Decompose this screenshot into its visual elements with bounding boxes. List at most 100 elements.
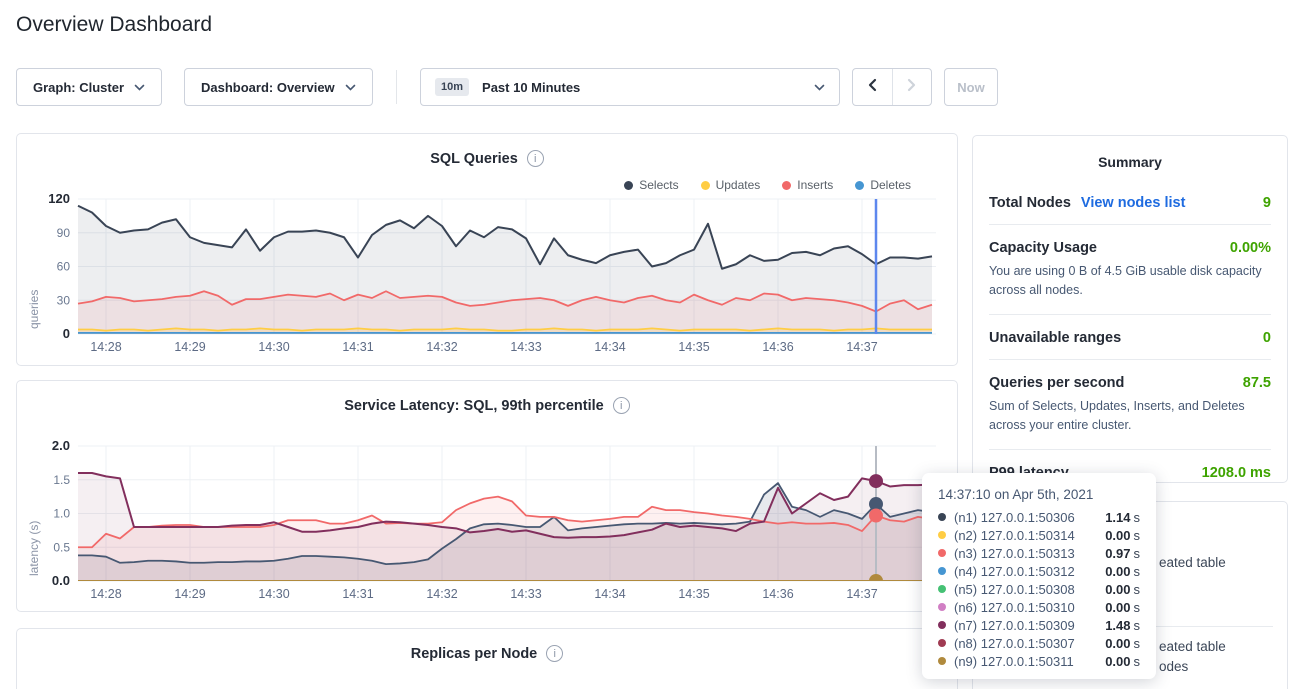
node-color-dot-icon — [938, 585, 946, 593]
svg-text:30: 30 — [57, 293, 71, 307]
svg-text:14:35: 14:35 — [678, 340, 709, 354]
summary-row-value: 0 — [1263, 330, 1271, 346]
time-step-buttons — [852, 68, 932, 106]
svg-text:14:34: 14:34 — [594, 587, 625, 601]
service-latency-chart-card: Service Latency: SQL, 99th percentile la… — [16, 380, 958, 612]
chevron-right-icon — [906, 78, 917, 97]
tooltip-node-unit: s — [1134, 564, 1141, 579]
svg-text:14:29: 14:29 — [174, 340, 205, 354]
tooltip-node-value: 0.00 — [1105, 654, 1130, 669]
tooltip-row: (n5) 127.0.0.1:50308 0.00 s — [938, 580, 1140, 598]
view-nodes-list-link[interactable]: View nodes list — [1081, 195, 1186, 211]
svg-text:14:30: 14:30 — [258, 587, 289, 601]
svg-text:1.5: 1.5 — [53, 473, 70, 487]
dashboard-dropdown-label: Dashboard: Overview — [201, 80, 335, 95]
svg-text:60: 60 — [57, 260, 71, 274]
svg-text:14:36: 14:36 — [762, 340, 793, 354]
next-time-button[interactable] — [892, 69, 931, 105]
tooltip-node-value: 0.00 — [1105, 600, 1130, 615]
tooltip-node-value: 0.00 — [1105, 582, 1130, 597]
tooltip-node-label: (n5) 127.0.0.1:50308 — [954, 582, 1075, 597]
tooltip-node-label: (n7) 127.0.0.1:50309 — [954, 618, 1075, 633]
summary-row-unavailable-ranges: Unavailable ranges 0 — [989, 315, 1271, 360]
node-color-dot-icon — [938, 531, 946, 539]
svg-text:14:37: 14:37 — [846, 587, 877, 601]
summary-panel: Summary Total Nodes View nodes list 9 Ca… — [972, 135, 1288, 483]
chevron-down-icon — [814, 84, 825, 91]
svg-text:14:37: 14:37 — [846, 340, 877, 354]
sql-queries-chart-card: SQL Queries SelectsUpdatesInsertsDeletes… — [16, 133, 958, 366]
tooltip-node-label: (n6) 127.0.0.1:50310 — [954, 600, 1075, 615]
tooltip-node-unit: s — [1134, 654, 1141, 669]
tooltip-node-label: (n8) 127.0.0.1:50307 — [954, 636, 1075, 651]
tooltip-row: (n1) 127.0.0.1:503061.14s — [938, 508, 1140, 526]
tooltip-node-unit: s — [1134, 582, 1141, 597]
summary-row-description: Sum of Selects, Updates, Inserts, and De… — [989, 397, 1271, 436]
tooltip-node-value: 0.97 — [1105, 546, 1130, 561]
summary-row-value: 87.5 — [1243, 375, 1271, 391]
chart-title: Replicas per Node — [411, 646, 538, 662]
summary-row-total-nodes: Total Nodes View nodes list 9 — [989, 180, 1271, 225]
svg-text:14:32: 14:32 — [426, 587, 457, 601]
tooltip-node-value: 1.14 — [1105, 510, 1130, 525]
chevron-down-icon — [134, 84, 145, 91]
svg-text:0: 0 — [63, 326, 70, 341]
svg-text:14:28: 14:28 — [90, 340, 121, 354]
time-range-selector[interactable]: 10m Past 10 Minutes — [420, 68, 840, 106]
svg-text:90: 90 — [57, 226, 71, 240]
tooltip-node-label: (n2) 127.0.0.1:50314 — [954, 528, 1075, 543]
summary-row-label: Total Nodes — [989, 195, 1071, 211]
chevron-left-icon — [867, 78, 878, 97]
tooltip-node-label: (n3) 127.0.0.1:50313 — [954, 546, 1075, 561]
svg-text:14:28: 14:28 — [90, 587, 121, 601]
event-text-fragment: eated table — [1159, 555, 1226, 570]
tooltip-node-unit: s — [1134, 528, 1141, 543]
node-color-dot-icon — [938, 549, 946, 557]
time-range-badge: 10m — [435, 78, 469, 96]
tooltip-row: (n3) 127.0.0.1:503130.97s — [938, 544, 1140, 562]
tooltip-node-value: 0.00 — [1105, 636, 1130, 651]
node-color-dot-icon — [938, 657, 946, 665]
summary-row-value: 0.00% — [1230, 240, 1271, 256]
info-icon[interactable] — [546, 645, 563, 662]
svg-text:14:31: 14:31 — [342, 340, 373, 354]
svg-text:1.0: 1.0 — [53, 507, 70, 521]
tooltip-node-unit: s — [1134, 618, 1141, 633]
svg-text:14:29: 14:29 — [174, 587, 205, 601]
node-color-dot-icon — [938, 513, 946, 521]
graph-dropdown[interactable]: Graph: Cluster — [16, 68, 162, 106]
replicas-per-node-chart-card: Replicas per Node — [16, 628, 958, 689]
dashboard-dropdown[interactable]: Dashboard: Overview — [184, 68, 373, 106]
svg-text:120: 120 — [48, 191, 70, 206]
event-text-fragment: odes — [1159, 659, 1188, 674]
node-color-dot-icon — [938, 621, 946, 629]
node-color-dot-icon — [938, 567, 946, 575]
prev-time-button[interactable] — [853, 69, 892, 105]
chevron-down-icon — [345, 84, 356, 91]
svg-text:14:35: 14:35 — [678, 587, 709, 601]
overview-dashboard-page: { "page": { "title": "Overview Dashboard… — [0, 0, 1290, 689]
tooltip-node-unit: s — [1134, 510, 1141, 525]
tooltip-row: (n2) 127.0.0.1:503140.00s — [938, 526, 1140, 544]
sql-queries-chart[interactable]: 14:2814:2914:3014:3114:3214:3314:3414:35… — [17, 134, 959, 364]
svg-text:14:30: 14:30 — [258, 340, 289, 354]
event-text-fragment: eated table — [1159, 639, 1226, 654]
tooltip-node-value: 0.00 — [1105, 564, 1130, 579]
tooltip-rows: (n1) 127.0.0.1:503061.14s(n2) 127.0.0.1:… — [938, 508, 1140, 670]
svg-text:0.0: 0.0 — [52, 573, 70, 588]
graph-dropdown-label: Graph: Cluster — [33, 80, 124, 95]
svg-text:2.0: 2.0 — [52, 438, 70, 453]
svg-text:14:31: 14:31 — [342, 587, 373, 601]
summary-row-label: Queries per second — [989, 375, 1124, 391]
tooltip-node-unit: s — [1134, 636, 1141, 651]
svg-text:14:33: 14:33 — [510, 587, 541, 601]
tooltip-row: (n8) 127.0.0.1:50307 0.00 s — [938, 634, 1140, 652]
latency-tooltip: 14:37:10 on Apr 5th, 2021 (n1) 127.0.0.1… — [922, 473, 1156, 679]
now-button[interactable]: Now — [944, 68, 998, 106]
tooltip-row: (n6) 127.0.0.1:503100.00s — [938, 598, 1140, 616]
svg-text:14:32: 14:32 — [426, 340, 457, 354]
tooltip-node-label: (n9) 127.0.0.1:50311 — [954, 654, 1074, 669]
service-latency-chart[interactable]: 14:28 14:29 14:30 14:31 14:32 14:33 14:34 14:35… — [17, 381, 959, 611]
svg-text:14:34: 14:34 — [594, 340, 625, 354]
summary-row-value: 9 — [1263, 195, 1271, 211]
